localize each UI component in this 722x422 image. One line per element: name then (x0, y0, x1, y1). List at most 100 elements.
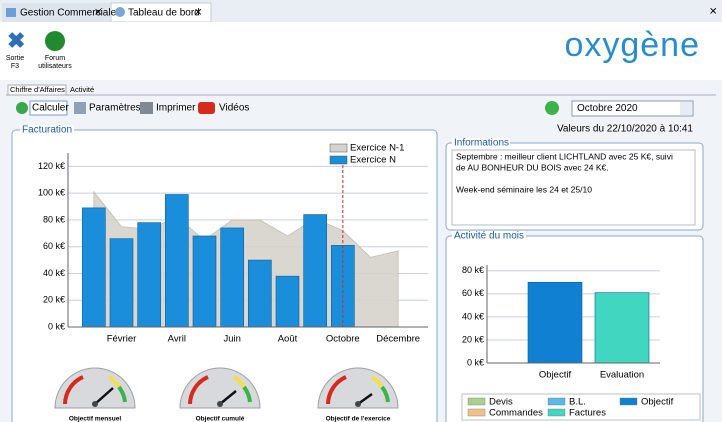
legend-box (461, 393, 701, 421)
gauge-hub (217, 401, 223, 407)
panel-title-bg (20, 125, 74, 135)
gauge-yellow (107, 375, 121, 389)
bar (527, 281, 583, 364)
gauge-red (188, 375, 209, 405)
y-tick-label: 40 k€ (462, 311, 484, 321)
x-tick-label: Décembre (376, 334, 420, 345)
y-tick-label: 20 k€ (43, 295, 65, 305)
toolbar-label[interactable]: Forum (45, 55, 65, 62)
gauge-red (63, 375, 84, 405)
x-tick-label: Avril (168, 334, 186, 345)
y-tick-label: 40 k€ (43, 268, 65, 278)
toolbar-label[interactable]: F3 (11, 63, 19, 70)
y-tick-label: 100 k€ (38, 188, 65, 198)
bar (109, 238, 134, 328)
legend-swatch (329, 143, 348, 153)
bar (165, 194, 189, 328)
forum-icon[interactable] (45, 31, 65, 51)
icon (6, 8, 16, 17)
legend-label: Factures (569, 408, 606, 419)
bar (192, 235, 217, 328)
toolbar (0, 22, 722, 80)
legend-swatch (329, 155, 348, 165)
gauge (54, 367, 136, 409)
bar (220, 227, 244, 328)
y-tick-label: 80 k€ (462, 265, 484, 275)
info-line: de AU BONHEUR DU BOIS avec 24 K€. (456, 162, 609, 172)
gauge-label: Objectif mensuel (69, 416, 122, 422)
gauge (317, 367, 399, 409)
legend-label: Exercice N-1 (350, 143, 404, 154)
button-label[interactable]: Vidéos (219, 103, 249, 114)
x-tick-label: Juin (223, 334, 240, 345)
gauge-red (326, 375, 347, 405)
gauge (179, 367, 261, 409)
dropdown-value[interactable]: Octobre 2020 (577, 103, 638, 114)
tab-label[interactable]: Gestion Commerciale (20, 8, 117, 19)
bar (248, 259, 272, 328)
legend-swatch (467, 408, 486, 417)
close[interactable]: ✕ (194, 8, 202, 19)
close[interactable]: ✕ (709, 7, 717, 18)
y-tick-label: 0 k€ (467, 357, 484, 367)
panel-title: Facturation (22, 125, 72, 136)
tab[interactable] (2, 3, 110, 22)
logo: oxygène (564, 26, 700, 64)
y-tick-label: 60 k€ (462, 288, 484, 298)
gauge-hub (355, 401, 361, 407)
info-line: Septembre : meilleur client LICHTLAND av… (456, 151, 673, 161)
legend-label: B.L. (569, 397, 586, 408)
legend-label: Devis (489, 397, 513, 408)
bar (82, 207, 106, 328)
icon (16, 102, 28, 114)
legend-label: Commandes (489, 408, 543, 419)
button-label[interactable]: Calculer (32, 103, 69, 114)
gauge-green (117, 385, 127, 403)
updated: Valeurs du 22/10/2020 à 10:41 (557, 124, 693, 135)
gauge-hub (92, 401, 98, 407)
close[interactable]: ✕ (94, 8, 102, 19)
icon (198, 102, 215, 114)
x-tick-label: Evaluation (600, 370, 644, 381)
x-tick-label: Février (107, 334, 137, 345)
gauge-green (380, 385, 390, 403)
icon (74, 102, 86, 114)
x-tick-label: Août (278, 334, 298, 345)
subtab[interactable]: Chiffre d'Affaires (10, 85, 65, 94)
textbox[interactable] (451, 149, 696, 226)
play-icon[interactable] (545, 101, 559, 115)
legend-swatch (619, 397, 638, 406)
gauge-label: Objectif cumulé (196, 416, 245, 422)
info-line: Week-end séminaire les 24 et 25/10 (456, 184, 592, 194)
gauge-yellow (370, 375, 384, 389)
subtab[interactable]: Activité (70, 85, 94, 94)
panel-title-bg (452, 138, 510, 148)
exit-icon[interactable]: ✖ (7, 28, 25, 53)
gauge-yellow (232, 375, 246, 389)
y-tick-label: 0 k€ (48, 321, 65, 331)
y-tick-label: 80 k€ (43, 214, 65, 224)
legend-label: Objectif (641, 397, 674, 408)
gauge-needle (94, 387, 114, 405)
button-label[interactable]: Imprimer (156, 103, 196, 114)
dropdown-arrow[interactable] (680, 102, 692, 115)
bar (303, 214, 327, 328)
toolbar-label[interactable]: Sortie (6, 55, 24, 62)
y-tick-label: 120 k€ (38, 161, 65, 171)
dropdown[interactable] (571, 100, 694, 117)
gauge-green (242, 385, 252, 403)
tab-label[interactable]: Tableau de bord (128, 8, 200, 19)
button-label[interactable]: Paramètres (89, 103, 141, 114)
button[interactable] (29, 100, 68, 116)
panel-title-bg (452, 231, 526, 241)
icon (115, 7, 125, 17)
legend-swatch (547, 397, 566, 406)
gauge-label: Objectif de l'exercice (326, 416, 391, 422)
y-tick-label: 60 k€ (43, 241, 65, 251)
x-tick-label: Objectif (539, 370, 572, 381)
toolbar-label[interactable]: utilisateurs (38, 63, 72, 70)
y-tick-label: 20 k€ (462, 334, 484, 344)
panel-title: Activité du mois (454, 231, 524, 242)
